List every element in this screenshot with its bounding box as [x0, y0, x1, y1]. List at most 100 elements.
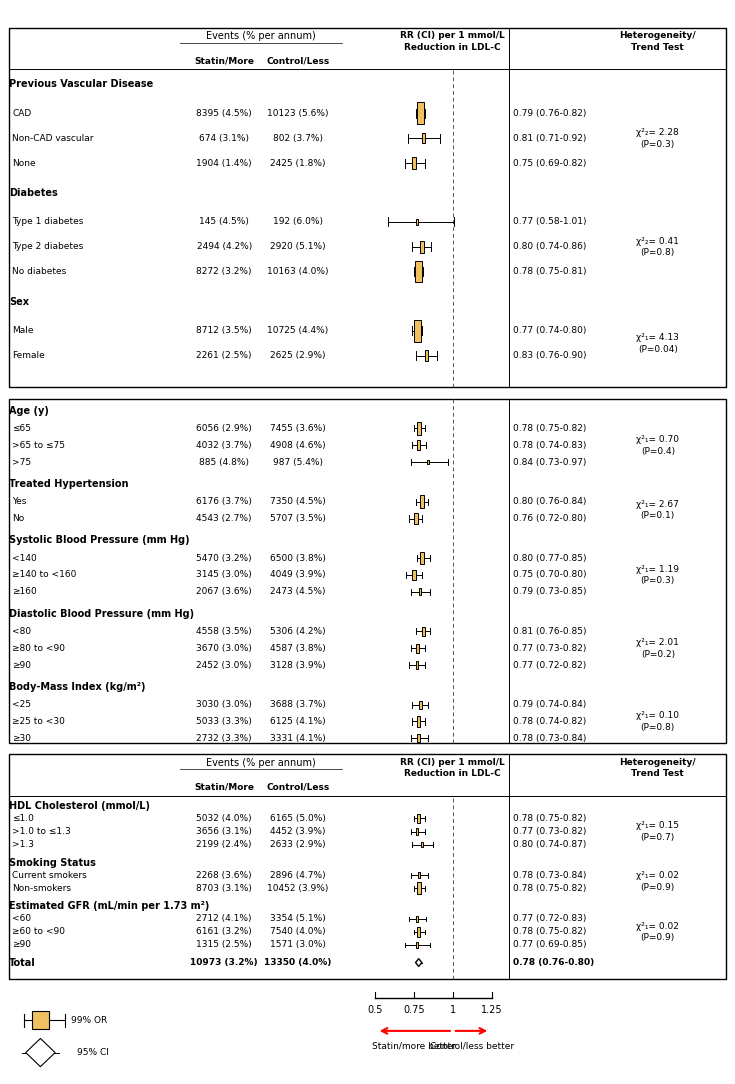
Text: 2920 (5.1%): 2920 (5.1%) — [270, 243, 326, 251]
Text: 4543 (2.7%): 4543 (2.7%) — [196, 514, 252, 522]
Text: Statin/More: Statin/More — [194, 783, 254, 791]
Text: Treated Hypertension: Treated Hypertension — [9, 479, 129, 489]
Bar — [417, 814, 420, 823]
Text: Statin/More: Statin/More — [194, 56, 254, 65]
Text: χ²₁= 2.01
(P=0.2): χ²₁= 2.01 (P=0.2) — [637, 637, 679, 659]
Bar — [414, 320, 420, 341]
Text: 2625 (2.9%): 2625 (2.9%) — [270, 351, 326, 360]
Text: 3145 (3.0%): 3145 (3.0%) — [196, 570, 252, 580]
Text: ≥25 to <30: ≥25 to <30 — [12, 717, 65, 726]
Text: 0.77 (0.69-0.85): 0.77 (0.69-0.85) — [513, 941, 587, 950]
Text: Current smokers: Current smokers — [12, 870, 87, 880]
Text: No: No — [12, 514, 25, 522]
Bar — [416, 644, 419, 653]
Bar — [9, 399, 726, 743]
Text: Statin/more better: Statin/more better — [372, 1042, 456, 1050]
Text: Non-CAD vascular: Non-CAD vascular — [12, 133, 94, 143]
Text: Smoking Status: Smoking Status — [9, 857, 96, 867]
Text: Type 1 diabetes: Type 1 diabetes — [12, 218, 84, 227]
Text: 10973 (3.2%): 10973 (3.2%) — [190, 958, 258, 967]
Text: 145 (4.5%): 145 (4.5%) — [199, 218, 249, 227]
Text: 1904 (1.4%): 1904 (1.4%) — [196, 158, 252, 168]
Text: RR (CI) per 1 mmol/L
Reduction in LDL-C: RR (CI) per 1 mmol/L Reduction in LDL-C — [400, 758, 504, 778]
Text: Diastolic Blood Pressure (mm Hg): Diastolic Blood Pressure (mm Hg) — [9, 608, 194, 619]
Text: Control/less better: Control/less better — [430, 1042, 514, 1050]
Text: ≤65: ≤65 — [12, 424, 32, 433]
Text: χ²₂= 0.41
(P=0.8): χ²₂= 0.41 (P=0.8) — [637, 236, 679, 257]
Text: χ²₁= 0.02
(P=0.9): χ²₁= 0.02 (P=0.9) — [637, 872, 679, 892]
Bar — [421, 841, 423, 848]
Text: 1.25: 1.25 — [481, 1005, 503, 1015]
Text: 6165 (5.0%): 6165 (5.0%) — [270, 814, 326, 823]
Bar — [414, 513, 417, 525]
Text: 2896 (4.7%): 2896 (4.7%) — [270, 870, 326, 880]
Text: Male: Male — [12, 326, 34, 335]
Bar — [417, 927, 420, 937]
Text: 2473 (4.5%): 2473 (4.5%) — [270, 588, 326, 596]
Bar — [417, 734, 420, 743]
Text: 0.80 (0.77-0.85): 0.80 (0.77-0.85) — [513, 554, 587, 563]
Text: 99% OR: 99% OR — [71, 1016, 107, 1024]
Bar — [417, 422, 421, 435]
Text: Diabetes: Diabetes — [9, 189, 57, 198]
Text: χ²₁= 0.70
(P=0.4): χ²₁= 0.70 (P=0.4) — [637, 435, 679, 455]
Text: None: None — [12, 158, 36, 168]
Text: 3688 (3.7%): 3688 (3.7%) — [270, 700, 326, 709]
Text: 0.77 (0.58-1.01): 0.77 (0.58-1.01) — [513, 218, 587, 227]
Text: 0.78 (0.74-0.82): 0.78 (0.74-0.82) — [513, 717, 587, 726]
Text: 0.79 (0.76-0.82): 0.79 (0.76-0.82) — [513, 108, 587, 118]
Text: 0.81 (0.76-0.85): 0.81 (0.76-0.85) — [513, 627, 587, 636]
Text: 10452 (3.9%): 10452 (3.9%) — [267, 883, 329, 893]
Bar — [416, 219, 418, 224]
Text: 674 (3.1%): 674 (3.1%) — [199, 133, 249, 143]
Bar — [420, 552, 424, 565]
Text: χ²₁= 4.13
(P=0.04): χ²₁= 4.13 (P=0.04) — [637, 333, 679, 353]
Text: 885 (4.8%): 885 (4.8%) — [199, 457, 249, 466]
Text: χ²₁= 0.15
(P=0.7): χ²₁= 0.15 (P=0.7) — [637, 821, 679, 842]
Bar — [9, 28, 726, 387]
Text: 3670 (3.0%): 3670 (3.0%) — [196, 644, 252, 653]
Bar — [416, 942, 418, 947]
Text: 2712 (4.1%): 2712 (4.1%) — [196, 915, 252, 924]
Text: χ²₂= 2.28
(P=0.3): χ²₂= 2.28 (P=0.3) — [637, 128, 679, 149]
Text: 1: 1 — [450, 1005, 456, 1015]
Text: ≥90: ≥90 — [12, 660, 32, 670]
Text: 3128 (3.9%): 3128 (3.9%) — [270, 660, 326, 670]
Text: 0.79 (0.73-0.85): 0.79 (0.73-0.85) — [513, 588, 587, 596]
Text: Control/Less: Control/Less — [266, 783, 329, 791]
Text: 6161 (3.2%): 6161 (3.2%) — [196, 928, 252, 937]
Text: 3656 (3.1%): 3656 (3.1%) — [196, 827, 252, 836]
Text: 2494 (4.2%): 2494 (4.2%) — [196, 243, 252, 251]
Text: Heterogeneity/
Trend Test: Heterogeneity/ Trend Test — [620, 758, 696, 778]
Text: Age (y): Age (y) — [9, 405, 49, 415]
Text: 2732 (3.3%): 2732 (3.3%) — [196, 734, 252, 743]
Text: <80: <80 — [12, 627, 32, 636]
Text: <140: <140 — [12, 554, 37, 563]
Text: 0.77 (0.72-0.82): 0.77 (0.72-0.82) — [513, 660, 587, 670]
Text: Events (% per annum): Events (% per annum) — [206, 758, 316, 767]
Text: 2268 (3.6%): 2268 (3.6%) — [196, 870, 252, 880]
Bar — [417, 882, 420, 894]
Text: 4049 (3.9%): 4049 (3.9%) — [270, 570, 326, 580]
Text: Previous Vascular Disease: Previous Vascular Disease — [9, 79, 153, 89]
Bar — [417, 873, 420, 878]
Text: 0.5: 0.5 — [368, 1005, 383, 1015]
Polygon shape — [415, 958, 422, 967]
Text: No diabetes: No diabetes — [12, 268, 67, 276]
Text: Control/Less: Control/Less — [266, 56, 329, 65]
Text: 10725 (4.4%): 10725 (4.4%) — [267, 326, 329, 335]
Text: 0.78 (0.75-0.82): 0.78 (0.75-0.82) — [513, 814, 587, 823]
Text: 1571 (3.0%): 1571 (3.0%) — [270, 941, 326, 950]
Text: 0.75 (0.69-0.82): 0.75 (0.69-0.82) — [513, 158, 587, 168]
Text: Yes: Yes — [12, 498, 27, 506]
Text: χ²₁= 2.67
(P=0.1): χ²₁= 2.67 (P=0.1) — [637, 500, 679, 520]
Text: 2633 (2.9%): 2633 (2.9%) — [270, 840, 326, 849]
Text: 8712 (3.5%): 8712 (3.5%) — [196, 326, 252, 335]
Text: 0.83 (0.76-0.90): 0.83 (0.76-0.90) — [513, 351, 587, 360]
Bar — [420, 241, 424, 253]
Text: 13350 (4.0%): 13350 (4.0%) — [264, 958, 331, 967]
Text: 5707 (3.5%): 5707 (3.5%) — [270, 514, 326, 522]
Text: 8703 (3.1%): 8703 (3.1%) — [196, 883, 252, 893]
Text: Non-smokers: Non-smokers — [12, 883, 71, 893]
Text: Sex: Sex — [9, 297, 29, 307]
